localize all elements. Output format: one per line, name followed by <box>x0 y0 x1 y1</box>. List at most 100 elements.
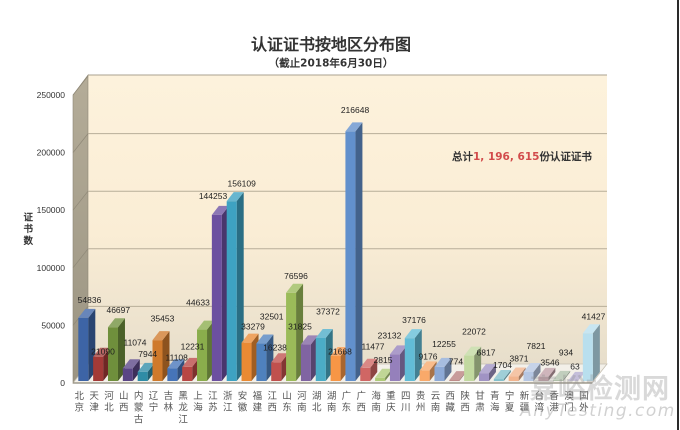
bar <box>523 362 541 381</box>
value-label: 16238 <box>263 342 287 352</box>
bar <box>538 367 556 381</box>
value-label: 774 <box>449 357 463 367</box>
category-label-char: 古 <box>134 413 144 425</box>
category-label: 湖北 <box>312 391 322 414</box>
bar <box>419 361 437 381</box>
bar-front-face <box>256 343 267 381</box>
bar-top-face <box>330 347 348 357</box>
value-label: 156109 <box>228 178 257 188</box>
category-label: 重庆 <box>386 390 396 414</box>
category-label-char: 宁 <box>149 402 159 414</box>
category-label-char: 藏 <box>446 402 456 414</box>
category-label-char: 江 <box>178 414 188 425</box>
bar-front-face <box>93 356 104 381</box>
category-label-char: 广 <box>342 390 352 402</box>
bar-side-face <box>548 367 556 381</box>
value-label: 12231 <box>181 342 205 352</box>
category-label-char: 四 <box>401 391 411 402</box>
category-label-char: 外 <box>579 402 589 414</box>
y-tick-label: 250000 <box>37 90 66 100</box>
category-label: 山西 <box>119 391 129 414</box>
category-label: 陕西 <box>460 390 470 414</box>
y-tick-label: 150000 <box>37 205 66 215</box>
value-label: 44633 <box>186 298 210 308</box>
value-label: 37372 <box>316 307 340 317</box>
gridline-side <box>72 248 89 269</box>
bar <box>286 283 304 381</box>
bar <box>434 357 452 381</box>
value-label: 35453 <box>151 313 175 323</box>
category-label-char: 龙 <box>178 402 188 414</box>
value-label: 54836 <box>78 295 102 305</box>
category-label: 江西 <box>267 391 277 414</box>
bar <box>508 367 526 381</box>
bar-side-face <box>429 361 437 381</box>
category-label-char: 上 <box>193 391 203 402</box>
category-label-char: 北 <box>75 391 85 402</box>
total-suffix: 份认证证书 <box>539 150 592 163</box>
bar-top-face <box>582 324 600 334</box>
gridline-side <box>72 133 89 153</box>
bar-top-face <box>538 367 556 377</box>
category-label: 北京 <box>75 391 85 414</box>
bar-top-face <box>568 371 586 381</box>
bar <box>345 122 363 381</box>
category-label-char: 天 <box>89 391 99 402</box>
bar-side-face <box>117 318 125 381</box>
bar-front-face <box>389 354 400 381</box>
bar-top-face <box>152 331 170 341</box>
category-label-char: 海 <box>193 402 203 414</box>
category-label: 国外 <box>579 391 589 414</box>
bar-side-face <box>414 329 422 381</box>
bar <box>478 364 496 381</box>
bar-front-face <box>182 366 193 381</box>
chart-subtitle: （截止2018年6月30日） <box>269 57 394 70</box>
category-label-char: 黑 <box>178 391 188 402</box>
category-label-char: 南 <box>327 402 337 414</box>
category-label-char: 南 <box>371 402 381 414</box>
bar-front-face <box>493 379 504 381</box>
bar-side-face <box>132 359 140 381</box>
category-label: 浙江 <box>223 390 233 414</box>
bar-front-face <box>449 380 460 381</box>
category-label-char: 福 <box>253 390 263 402</box>
bar-top-face <box>271 353 289 363</box>
total-prefix: 总计 <box>452 150 473 163</box>
bar-front-face <box>553 379 564 381</box>
category-label-char: 香 <box>549 391 559 402</box>
bar-top-face <box>478 364 496 374</box>
bar-top-face <box>107 318 125 328</box>
bar-front-face <box>271 362 282 381</box>
bar <box>78 308 96 381</box>
category-label-char: 川 <box>401 403 411 414</box>
category-label: 甘肃 <box>475 390 485 414</box>
category-label-char: 辽 <box>149 390 159 402</box>
bar-side-face <box>533 362 541 381</box>
bar-front-face <box>211 214 222 381</box>
bar-front-face <box>197 329 208 381</box>
category-label: 河南 <box>297 390 307 414</box>
category-label-char: 徽 <box>238 402 248 414</box>
category-label: 黑龙江 <box>178 391 188 425</box>
category-label: 贵州 <box>416 390 426 414</box>
bar-top-face <box>523 362 541 372</box>
category-label: 河北 <box>104 390 114 414</box>
category-label-char: 广 <box>357 390 367 402</box>
value-label: 76596 <box>284 271 308 281</box>
category-label-char: 北 <box>312 403 322 414</box>
bar-front-face <box>300 344 311 381</box>
category-label-char: 海 <box>490 402 500 414</box>
bar-top-face <box>345 122 363 132</box>
category-label-char: 宁 <box>505 390 515 402</box>
value-label: 41427 <box>582 312 606 322</box>
category-label: 宁夏 <box>505 390 515 414</box>
category-label-char: 江 <box>223 403 233 414</box>
bar-side-face <box>370 358 378 381</box>
bar-top-face <box>256 334 274 344</box>
category-label: 广东 <box>342 390 352 414</box>
bar-front-face <box>478 373 489 381</box>
category-label-char: 陕 <box>460 390 470 402</box>
value-label: 7944 <box>138 349 157 359</box>
category-label: 福建 <box>253 390 263 414</box>
